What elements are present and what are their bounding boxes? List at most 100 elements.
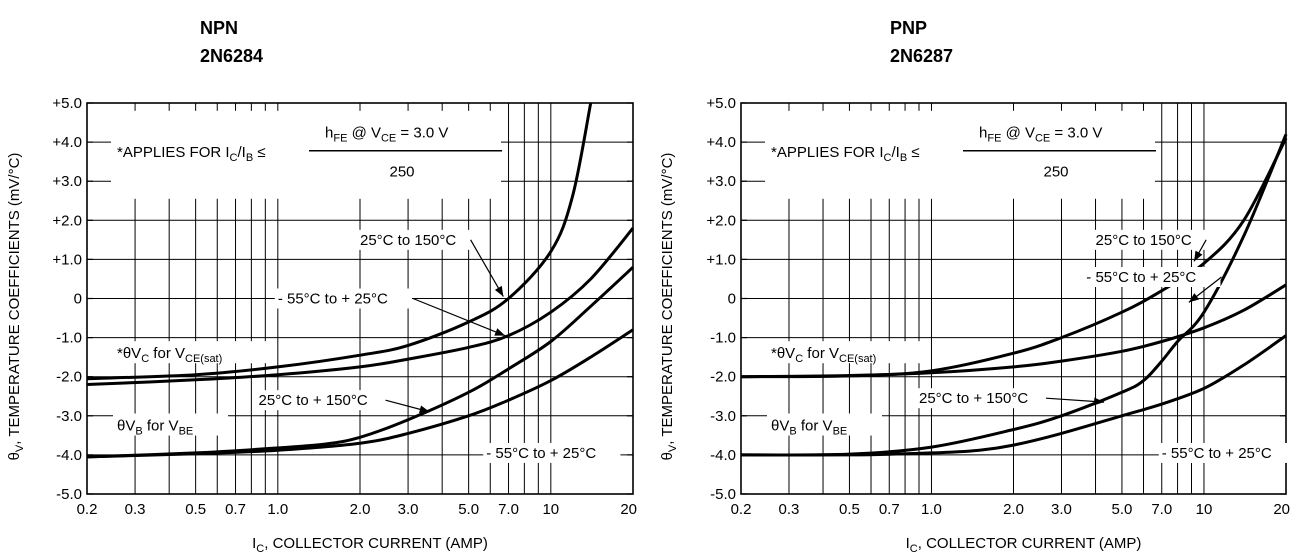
x-tick-label: 5.0 — [1112, 501, 1133, 518]
y-tick-label: +5.0 — [706, 95, 736, 112]
y-tick-label: -5.0 — [56, 486, 82, 503]
curve-label: - 55°C to + 25°C — [1086, 269, 1196, 286]
chart-npn-2n6284: NPN 2N6284 +5.0 +4.0 +3.0 +2.0 +1.0 0 -1.0 -2.0 -3… — [6, 18, 637, 555]
x-tick-label: 1.0 — [267, 501, 288, 518]
x-tick-label: 0.7 — [879, 501, 900, 518]
note-denominator: 250 — [389, 163, 414, 180]
y-axis-label: θV, TEMPERATURE COEFFICIENTS (mV/°C) — [6, 153, 26, 461]
note-bg — [765, 110, 1155, 199]
series-group — [86, 102, 635, 459]
x-tick-label: 0.2 — [731, 501, 752, 518]
x-tick-label: 10 — [1196, 501, 1213, 518]
series-line-4 — [740, 334, 1287, 457]
x-tick-label: 7.0 — [1151, 501, 1172, 518]
y-tick-label: -2.0 — [56, 369, 82, 386]
vb-group-label: θVB for VBE — [117, 418, 193, 438]
annotation-arrow — [470, 239, 504, 297]
note-text: *APPLIES FOR IC/IB ≤ — [771, 144, 920, 164]
plot-frame — [740, 102, 1287, 495]
x-tick-label: 0.3 — [125, 501, 146, 518]
x-axis-label: IC, COLLECTOR CURRENT (AMP) — [252, 535, 488, 555]
chart-title: PNP — [890, 18, 927, 38]
curve-label-bg — [483, 442, 621, 463]
y-tick-label: +2.0 — [52, 212, 82, 229]
series-group — [740, 133, 1288, 457]
chart-subtitle: 2N6284 — [200, 46, 263, 66]
y-tick-label: +3.0 — [706, 173, 736, 190]
note-numerator: hFE @ VCE = 3.0 V — [979, 124, 1102, 144]
y-tick-label: 0 — [74, 291, 82, 308]
y-tick-label: +2.0 — [706, 212, 736, 229]
curve-label: 25°C to + 150°C — [919, 390, 1028, 407]
curve-label: - 55°C to + 25°C — [1162, 445, 1272, 462]
curve-label-bg — [1083, 266, 1221, 287]
chart-pnp-2n6287: PNP 2N6287 +5.0 +4.0 +3.0 +2.0 +1.0 0 -1.0 -2.0 -3… — [659, 18, 1296, 555]
x-tick-label: 2.0 — [1003, 501, 1024, 518]
curve-label: - 55°C to + 25°C — [486, 445, 596, 462]
y-tick-label: +1.0 — [52, 251, 82, 268]
y-tick-label: -5.0 — [710, 486, 736, 503]
annotation-arrowhead — [418, 405, 430, 414]
curve-label: 25°C to + 150°C — [259, 392, 368, 409]
y-tick-label: +1.0 — [706, 251, 736, 268]
x-tick-label: 5.0 — [458, 501, 479, 518]
vb-label-bg — [113, 413, 228, 436]
x-tick-label: 20 — [620, 501, 637, 518]
series-line-3 — [740, 133, 1288, 457]
curve-label: 25°C to 150°C — [360, 232, 456, 249]
curve-label-bg — [274, 288, 413, 309]
y-tick-label: +5.0 — [52, 95, 82, 112]
vb-label-bg — [767, 413, 882, 436]
x-tick-label: 0.3 — [779, 501, 800, 518]
y-tick-label: -1.0 — [56, 330, 82, 347]
note-bg — [111, 110, 501, 199]
x-tick-label: 0.2 — [77, 501, 98, 518]
y-tick-label: -1.0 — [710, 330, 736, 347]
plot-frame — [86, 102, 634, 495]
x-tick-label: 3.0 — [398, 501, 419, 518]
curve-label-bg — [1092, 229, 1206, 250]
vc-label-bg — [767, 341, 927, 364]
y-tick-label: -3.0 — [56, 408, 82, 425]
chart-title: NPN — [200, 18, 238, 38]
curve-label-bg — [1158, 442, 1296, 463]
series-line-4 — [86, 328, 634, 459]
curve-label-bg — [357, 229, 470, 250]
note-numerator: hFE @ VCE = 3.0 V — [325, 124, 448, 144]
series-line-1 — [86, 102, 593, 381]
x-tick-label: 10 — [542, 501, 559, 518]
annotations: 25°C to 150°C - 55°C to + 25°C 25°C to + 1… — [255, 229, 621, 463]
y-tick-label: +4.0 — [706, 134, 736, 151]
y-tick-label: 0 — [728, 291, 736, 308]
curve-label: 25°C to 150°C — [1096, 232, 1192, 249]
vc-group-label: *θVC for VCE(sat) — [771, 345, 876, 365]
y-tick-label: +4.0 — [52, 134, 82, 151]
annotation-arrowhead — [494, 285, 504, 297]
x-tick-label: 3.0 — [1051, 501, 1072, 518]
y-tick-label: -4.0 — [710, 447, 736, 464]
vb-group-label: θVB for VBE — [771, 418, 847, 438]
note-denominator: 250 — [1043, 163, 1068, 180]
annotation-arrowhead — [1093, 397, 1105, 406]
vc-label-bg — [113, 341, 273, 364]
y-tick-label: +3.0 — [52, 173, 82, 190]
x-tick-label: 0.5 — [185, 501, 206, 518]
series-line-2 — [740, 283, 1287, 379]
x-tick-label: 20 — [1273, 501, 1290, 518]
x-tick-label: 7.0 — [498, 501, 519, 518]
curve-label-bg — [916, 388, 1046, 409]
annotations: 25°C to 150°C - 55°C to + 25°C 25°C to + 1… — [916, 229, 1296, 463]
x-tick-label: 2.0 — [350, 501, 371, 518]
x-tick-label: 0.7 — [225, 501, 246, 518]
x-tick-label: 1.0 — [921, 501, 942, 518]
y-tick-label: -3.0 — [710, 408, 736, 425]
annotation-arrow — [412, 297, 506, 337]
vc-group-label: *θVC for VCE(sat) — [117, 345, 222, 365]
annotation-arrowhead — [1194, 250, 1203, 262]
x-tick-label: 0.5 — [839, 501, 860, 518]
x-axis-label: IC, COLLECTOR CURRENT (AMP) — [906, 535, 1142, 555]
y-tick-label: -4.0 — [56, 447, 82, 464]
y-axis-label: θV, TEMPERATURE COEFFICIENTS (mV/°C) — [659, 153, 679, 461]
annotation-arrowhead — [494, 328, 506, 336]
annotation-arrowhead — [1188, 293, 1200, 303]
